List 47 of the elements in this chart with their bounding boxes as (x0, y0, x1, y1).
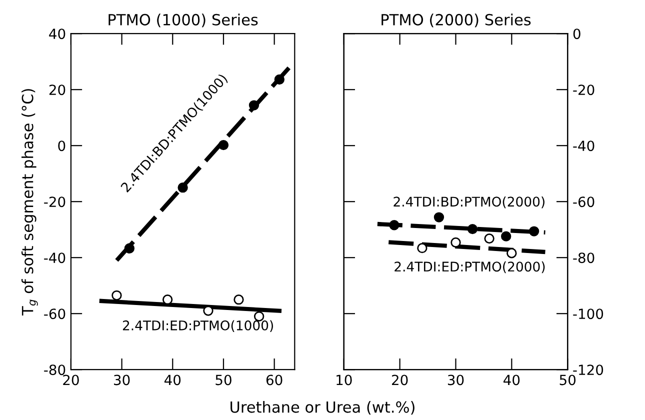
point (112, 290, 122, 300)
x-axis-title: Urethane or Urea (wt.%) (230, 401, 414, 415)
series-label: 2.4TDI:ED:PTMO(2000) (394, 261, 545, 274)
point (389, 220, 400, 230)
y-tick-label: 20 (49, 84, 66, 96)
point (234, 294, 244, 305)
point (124, 243, 135, 254)
y2-tick-label: -20 (573, 84, 594, 96)
y-tick-label: 0 (58, 140, 66, 152)
y-axis-title: T$_{g}$ of soft segment phase (°C) (22, 89, 38, 316)
y-tick-label: -60 (44, 308, 66, 320)
point (528, 226, 540, 236)
y2-tick-label: -120 (573, 364, 604, 376)
y2-tick-label: -40 (573, 140, 594, 152)
y2-tick-label: -100 (573, 308, 604, 320)
point (203, 306, 214, 316)
point (506, 248, 517, 258)
point (467, 224, 478, 234)
x-tick-label: 60 (266, 374, 282, 386)
chart-title: PTMO (1000) Series (108, 14, 258, 28)
point (417, 242, 428, 254)
series-label: 2.4TDI:BD:PTMO(2000) (394, 196, 544, 208)
x-tick-label: 10 (336, 374, 352, 386)
x-tick-label: 40 (164, 374, 181, 386)
point (500, 231, 512, 242)
y2-tick-label: -60 (573, 196, 594, 208)
point (248, 100, 260, 110)
point (162, 294, 173, 305)
x-tick-label: 30 (114, 374, 130, 386)
x-tick-label: 30 (448, 374, 464, 386)
y-tick-label: -40 (44, 252, 66, 264)
y2-tick-label: 0 (573, 28, 580, 40)
y2-tick-label: -80 (573, 252, 594, 264)
x-tick-label: 50 (560, 374, 576, 386)
x-tick-label: 50 (216, 374, 232, 386)
point (450, 237, 461, 248)
x-tick-label: 20 (63, 374, 79, 386)
y-tick-label: 40 (49, 28, 66, 40)
point (274, 74, 284, 85)
y-tick-label: -80 (44, 364, 66, 376)
y-tick-label: -20 (44, 196, 66, 208)
point (484, 233, 494, 244)
series-label: 2.4TDI:ED:PTMO(1000) (122, 320, 273, 332)
x-tick-label: 20 (392, 374, 408, 386)
x-tick-label: 40 (504, 374, 520, 386)
point (434, 212, 444, 222)
chart-title: PTMO (2000) Series (382, 14, 531, 28)
